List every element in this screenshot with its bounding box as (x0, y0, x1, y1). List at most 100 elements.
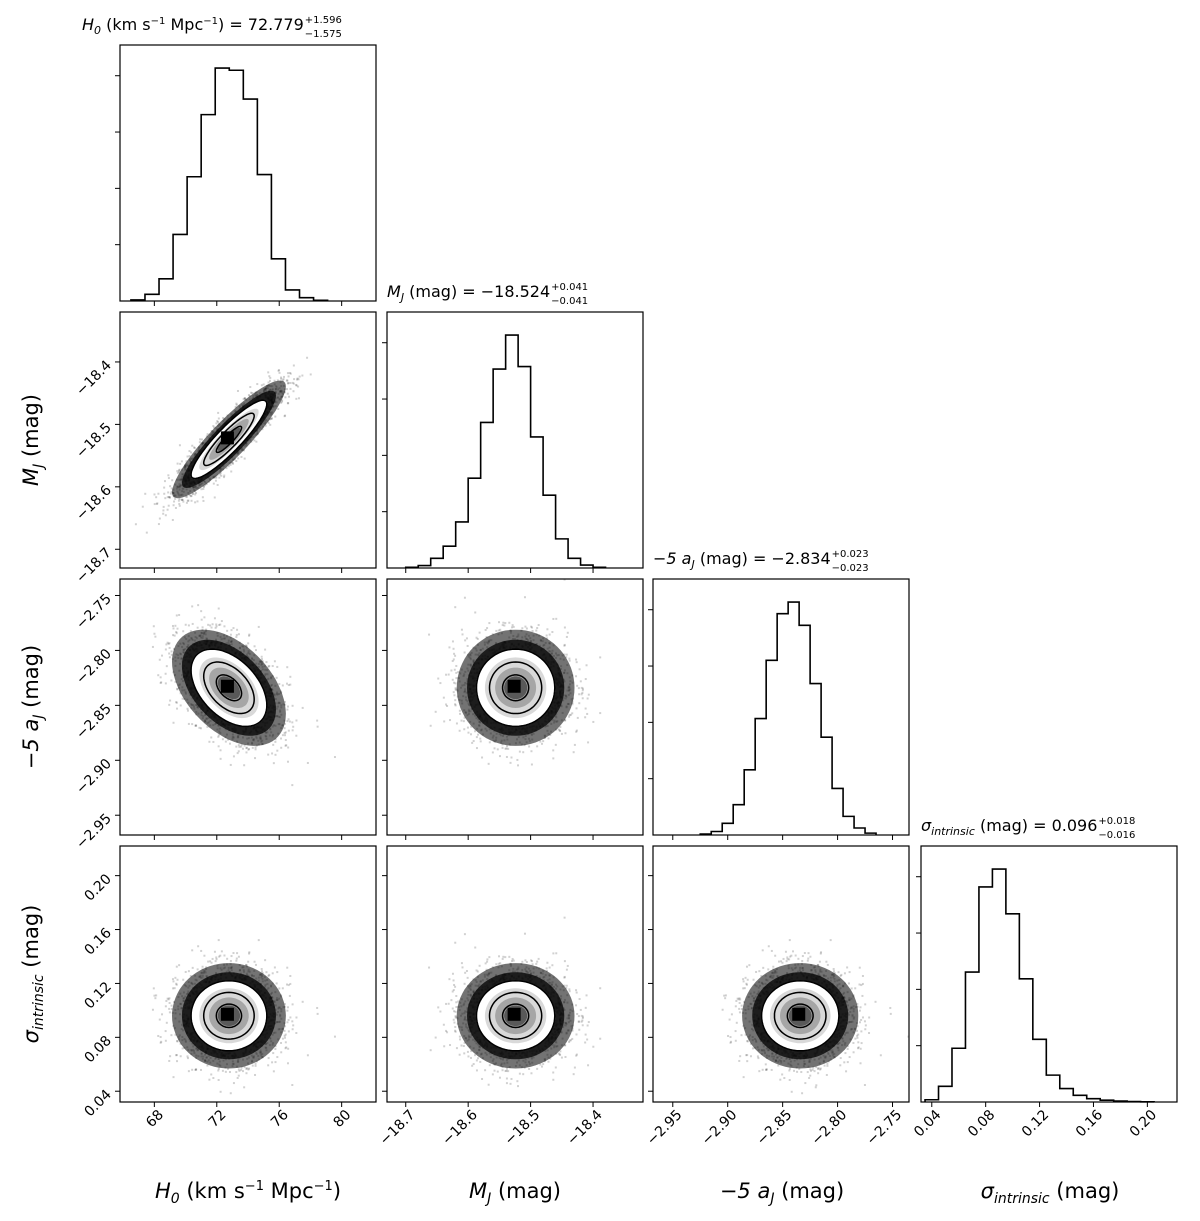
sample-point (464, 971, 467, 974)
sample-point (505, 755, 508, 758)
sample-point (458, 709, 461, 712)
sample-point (285, 388, 288, 391)
sample-point (255, 440, 258, 443)
sample-point (253, 439, 256, 442)
sample-point (191, 444, 194, 447)
sample-point (458, 729, 461, 732)
sample-point (451, 972, 454, 975)
sample-point (169, 1055, 172, 1058)
sample-point (437, 677, 440, 680)
sample-point (505, 1077, 508, 1080)
sample-point (452, 691, 455, 694)
sample-point (264, 959, 267, 962)
sample-point (463, 728, 466, 731)
sample-point (271, 665, 274, 668)
sample-point (297, 397, 300, 400)
sample-point (861, 1016, 864, 1019)
sample-point (151, 645, 154, 648)
sample-point (190, 495, 193, 498)
sample-point (217, 745, 220, 748)
sample-point (455, 664, 458, 667)
sample-point (194, 1068, 197, 1071)
sample-point (586, 712, 589, 715)
x-tick-label-aJ: −2.75 (864, 1107, 906, 1149)
sample-point (539, 740, 542, 743)
sample-point (581, 1019, 584, 1022)
sample-point (201, 626, 204, 629)
sample-point (575, 991, 578, 994)
sample-point (579, 680, 582, 683)
sample-point (563, 975, 566, 978)
sample-point (260, 655, 263, 658)
contour-level-3 (190, 979, 268, 1052)
sample-point (280, 401, 283, 404)
y-tick-label-sigma: 0.20 (81, 871, 114, 904)
sample-point (195, 491, 198, 494)
sample-point (213, 617, 216, 620)
sample-point (770, 949, 773, 952)
sample-point (860, 1042, 863, 1045)
sample-point (191, 622, 194, 625)
sample-point (781, 1073, 784, 1076)
sample-point (272, 1052, 275, 1055)
sample-point (485, 636, 488, 639)
sample-point (178, 469, 181, 472)
sample-point (461, 966, 464, 969)
sample-point (154, 635, 157, 638)
sample-point (173, 500, 176, 503)
sample-point (174, 506, 177, 509)
sample-point (171, 518, 174, 521)
sample-point (452, 647, 455, 650)
sample-point (219, 757, 222, 760)
sample-point (187, 722, 190, 725)
sample-point (581, 689, 584, 692)
sample-point (568, 988, 571, 991)
sample-point (793, 1069, 796, 1072)
sample-point (189, 495, 192, 498)
sample-point (460, 1044, 463, 1047)
sample-point (289, 381, 292, 384)
sample-point (458, 1035, 461, 1038)
sample-point (212, 1077, 215, 1080)
sample-point (219, 471, 222, 474)
sample-point (786, 958, 789, 961)
sample-point (578, 998, 581, 1001)
sample-point (249, 386, 252, 389)
sample-point (241, 747, 244, 750)
sample-point (164, 648, 167, 651)
sample-point (854, 1037, 857, 1040)
y-tick-label-sigma: 0.16 (81, 925, 114, 958)
sample-point (818, 960, 821, 963)
sample-point (225, 467, 228, 470)
scatter-panel-sigma-vs-MJ (386, 845, 644, 1103)
sample-point (200, 610, 203, 613)
sample-point (552, 749, 555, 752)
sample-point (177, 499, 180, 502)
panel-frame (386, 845, 644, 1103)
sample-point (837, 971, 840, 974)
sample-point (800, 1071, 803, 1074)
sample-point (268, 379, 271, 382)
sample-point (191, 966, 194, 969)
sample-point (171, 624, 174, 627)
sample-point (161, 654, 164, 657)
sample-point (286, 372, 289, 375)
sample-point (864, 1003, 867, 1006)
sample-point (187, 624, 190, 627)
sample-point (861, 982, 864, 985)
sample-point (568, 714, 571, 717)
sample-point (168, 997, 171, 1000)
sample-point (284, 396, 287, 399)
sample-point (248, 634, 251, 637)
histogram-step-line (404, 334, 607, 569)
sample-point (817, 1067, 820, 1070)
sample-point (568, 990, 571, 993)
sample-point (453, 1010, 456, 1013)
sample-point (457, 670, 460, 673)
sample-point (213, 426, 216, 429)
sample-point (287, 718, 290, 721)
sample-point (806, 1071, 809, 1074)
sample-point (767, 968, 770, 971)
sample-point (194, 724, 197, 727)
